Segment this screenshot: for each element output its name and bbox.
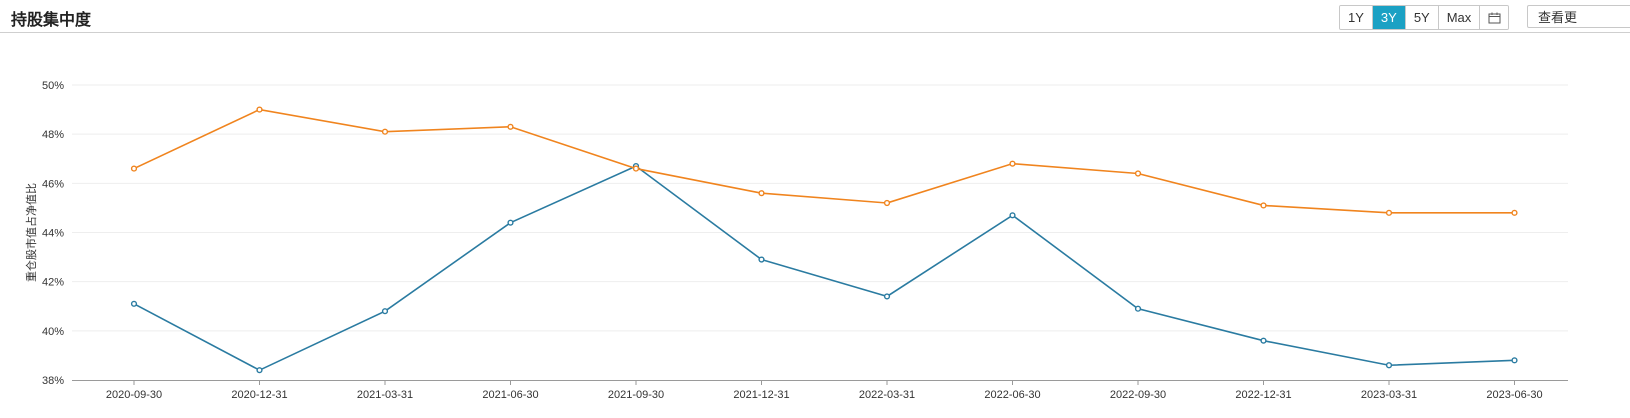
y-tick-label: 44%: [42, 228, 64, 240]
series-1-point: [1134, 305, 1142, 312]
x-tick-label: 2022-06-30: [984, 389, 1040, 401]
range-selector: 1Y 3Y 5Y Max: [1339, 5, 1510, 30]
calendar-button[interactable]: [1480, 6, 1509, 29]
x-tick-label: 2020-09-30: [106, 389, 162, 401]
y-tick-label: 48%: [42, 129, 64, 141]
calendar-icon: [1488, 12, 1501, 23]
series-2-point: [256, 106, 263, 113]
range-button-1y[interactable]: 1Y: [1340, 6, 1373, 29]
y-tick-label: 42%: [42, 277, 64, 289]
series-2-point: [507, 123, 514, 130]
x-tick-label: 2020-12-31: [231, 389, 287, 401]
y-tick-label: 46%: [42, 178, 64, 190]
series-1-point: [1385, 362, 1393, 369]
y-axis-label: 重仓股市值占净值比: [24, 183, 38, 282]
x-tick-label: 2023-03-31: [1361, 389, 1417, 401]
series-2-point: [758, 190, 765, 197]
y-tick-label: 50%: [42, 80, 64, 92]
x-tick-label: 2021-09-30: [608, 389, 664, 401]
series-2-point: [130, 165, 138, 172]
y-tick-label: 38%: [42, 375, 64, 387]
x-tick-label: 2022-12-31: [1235, 389, 1291, 401]
series-2-point: [1385, 209, 1393, 216]
x-tick-label: 2022-03-31: [859, 389, 915, 401]
series-2-point: [381, 128, 389, 135]
series-2-point: [1134, 170, 1142, 177]
series-1-point: [130, 300, 138, 307]
y-tick-label: 40%: [42, 326, 64, 338]
series-1-line: [133, 165, 1515, 372]
series-1-point: [256, 367, 263, 374]
x-tick-label: 2021-03-31: [357, 389, 413, 401]
view-more-button[interactable]: 查看更: [1527, 5, 1630, 28]
line-chart: 38% 40% 42% 44% 46% 48% 50% 2020-09-30 2020-12-3…: [24, 80, 1568, 401]
x-tick-label: 2023-06-30: [1486, 389, 1542, 401]
series-2-point: [1511, 209, 1518, 216]
series-2-point: [1009, 160, 1016, 167]
range-button-5y[interactable]: 5Y: [1405, 6, 1439, 29]
series-1-point: [381, 308, 389, 315]
x-tick-label: 2022-09-30: [1110, 389, 1166, 401]
range-button-3y[interactable]: 3Y: [1372, 6, 1406, 29]
series-1-point: [1511, 357, 1518, 364]
series-2-line: [133, 108, 1515, 214]
series-1-point: [1260, 337, 1267, 344]
series-2-point: [632, 165, 640, 172]
chart-header: 持股集中度 1Y 3Y 5Y Max 查看更: [0, 0, 1630, 33]
x-tick-label: 2021-06-30: [482, 389, 538, 401]
page-title: 持股集中度: [11, 12, 92, 29]
series-1-point: [1009, 212, 1016, 219]
x-tick-label: 2021-12-31: [733, 389, 789, 401]
series-1-point: [507, 219, 514, 226]
series-2-point: [1260, 202, 1267, 209]
series-1-point: [758, 256, 765, 263]
series-1-point: [883, 293, 891, 300]
series-2-point: [883, 199, 891, 207]
range-button-max[interactable]: Max: [1438, 6, 1481, 29]
